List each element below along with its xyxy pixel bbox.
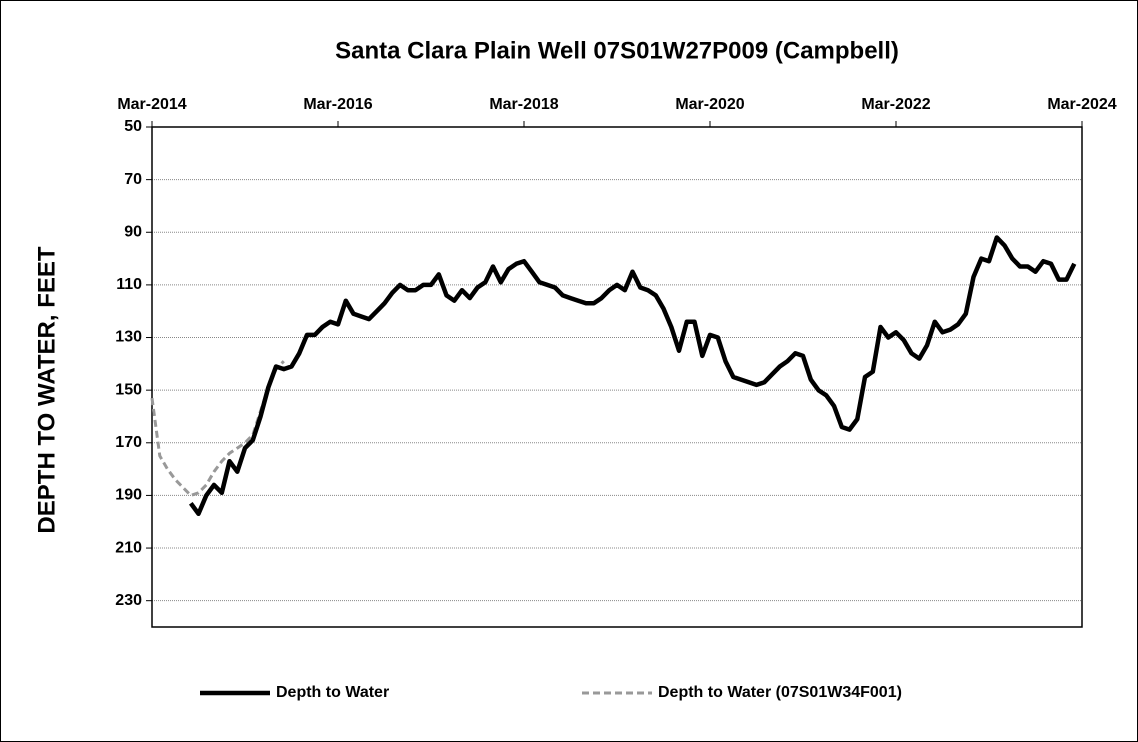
x-tick-label: Mar-2024 <box>1047 96 1116 113</box>
y-tick-label: 150 <box>115 381 142 398</box>
y-tick-label: 130 <box>115 329 142 346</box>
legend-label: Depth to Water <box>276 684 389 701</box>
chart-title: Santa Clara Plain Well 07S01W27P009 (Cam… <box>335 37 899 64</box>
y-tick-label: 90 <box>124 223 142 240</box>
x-tick-label: Mar-2016 <box>303 96 372 113</box>
y-tick-label: 210 <box>115 539 142 556</box>
y-tick-label: 70 <box>124 171 142 188</box>
y-tick-label: 170 <box>115 434 142 451</box>
x-tick-label: Mar-2020 <box>675 96 744 113</box>
x-tick-label: Mar-2018 <box>489 96 558 113</box>
plot-frame <box>151 126 1083 628</box>
y-tick-label: 50 <box>124 118 142 135</box>
y-axis-label: DEPTH TO WATER, FEET <box>33 246 60 533</box>
y-tick-label: 110 <box>116 276 142 293</box>
x-tick-label: Mar-2022 <box>861 96 930 113</box>
y-tick-label: 190 <box>115 487 142 504</box>
data-line <box>188 235 1077 517</box>
legend-label: Depth to Water (07S01W34F001) <box>658 684 902 701</box>
x-tick-label: Mar-2014 <box>117 96 186 113</box>
y-tick-label: 230 <box>115 592 142 609</box>
